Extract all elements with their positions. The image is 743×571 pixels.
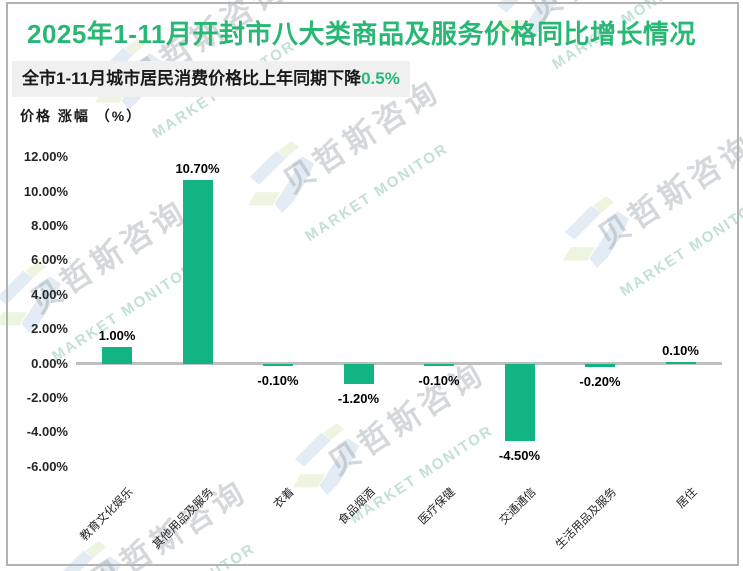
watermark-logo-icon	[293, 420, 361, 507]
subtitle-highlight-value: 0.5%	[361, 69, 400, 88]
chart-bar	[263, 363, 293, 366]
chart-title: 2025年1-11月开封市八大类商品及服务价格同比增长情况	[27, 19, 696, 49]
bar-value-label: 10.70%	[175, 160, 220, 176]
bar-value-label: -0.10%	[257, 372, 299, 388]
y-axis-tick-label: 0.00%	[31, 355, 68, 371]
chart-bar	[424, 363, 454, 366]
x-axis-category-label: 其他用品及服务	[150, 486, 217, 552]
chart-bar	[182, 179, 213, 364]
x-axis-category-label: 居住	[674, 486, 700, 511]
y-axis-tick-label: -2.00%	[26, 389, 68, 405]
x-axis-category-label: 衣着	[271, 486, 297, 511]
y-axis-tick-label: 6.00%	[31, 252, 68, 268]
x-axis-category-label: 生活用品及服务	[553, 486, 619, 552]
y-axis-tick-label: 2.00%	[31, 321, 68, 337]
watermark-logo-icon	[248, 138, 316, 225]
chart-bar	[102, 346, 132, 364]
bar-value-label: -0.20%	[579, 373, 621, 389]
watermark-logo-icon	[563, 193, 631, 280]
bar-value-label: -4.50%	[498, 447, 541, 463]
x-axis-category-label: 医疗保健	[416, 486, 458, 528]
y-axis-tick-label: 12.00%	[23, 149, 68, 165]
subtitle-banner: 全市1-11月城市居民消费价格比上年同期下降0.5%	[12, 61, 410, 97]
y-axis-tick-label: 8.00%	[31, 217, 68, 233]
bar-value-label: -0.10%	[418, 372, 460, 388]
y-axis-tick-label: 10.00%	[23, 183, 68, 199]
bar-value-label: -1.20%	[337, 391, 380, 407]
bar-value-label: 0.10%	[662, 343, 699, 358]
x-axis-category-label: 食品烟酒	[336, 486, 378, 528]
chart-bar	[665, 362, 696, 364]
chart-bar	[585, 363, 615, 367]
y-axis-tick-label: -4.00%	[26, 424, 68, 440]
chart-bar	[504, 363, 535, 441]
x-axis-category-label: 教育文化娱乐	[78, 486, 136, 544]
x-axis-category-label: 交通通信	[497, 486, 539, 528]
x-axis-line	[76, 362, 722, 365]
y-axis-tick-label: -6.00%	[26, 458, 68, 474]
bar-value-label: 1.00%	[98, 327, 136, 343]
y-axis-tick-label: 4.00%	[31, 286, 68, 302]
chart-bar	[343, 363, 374, 385]
subtitle-text: 全市1-11月城市居民消费价格比上年同期下降	[22, 69, 362, 88]
y-axis-caption: 价格 涨幅 （%）	[20, 108, 143, 124]
